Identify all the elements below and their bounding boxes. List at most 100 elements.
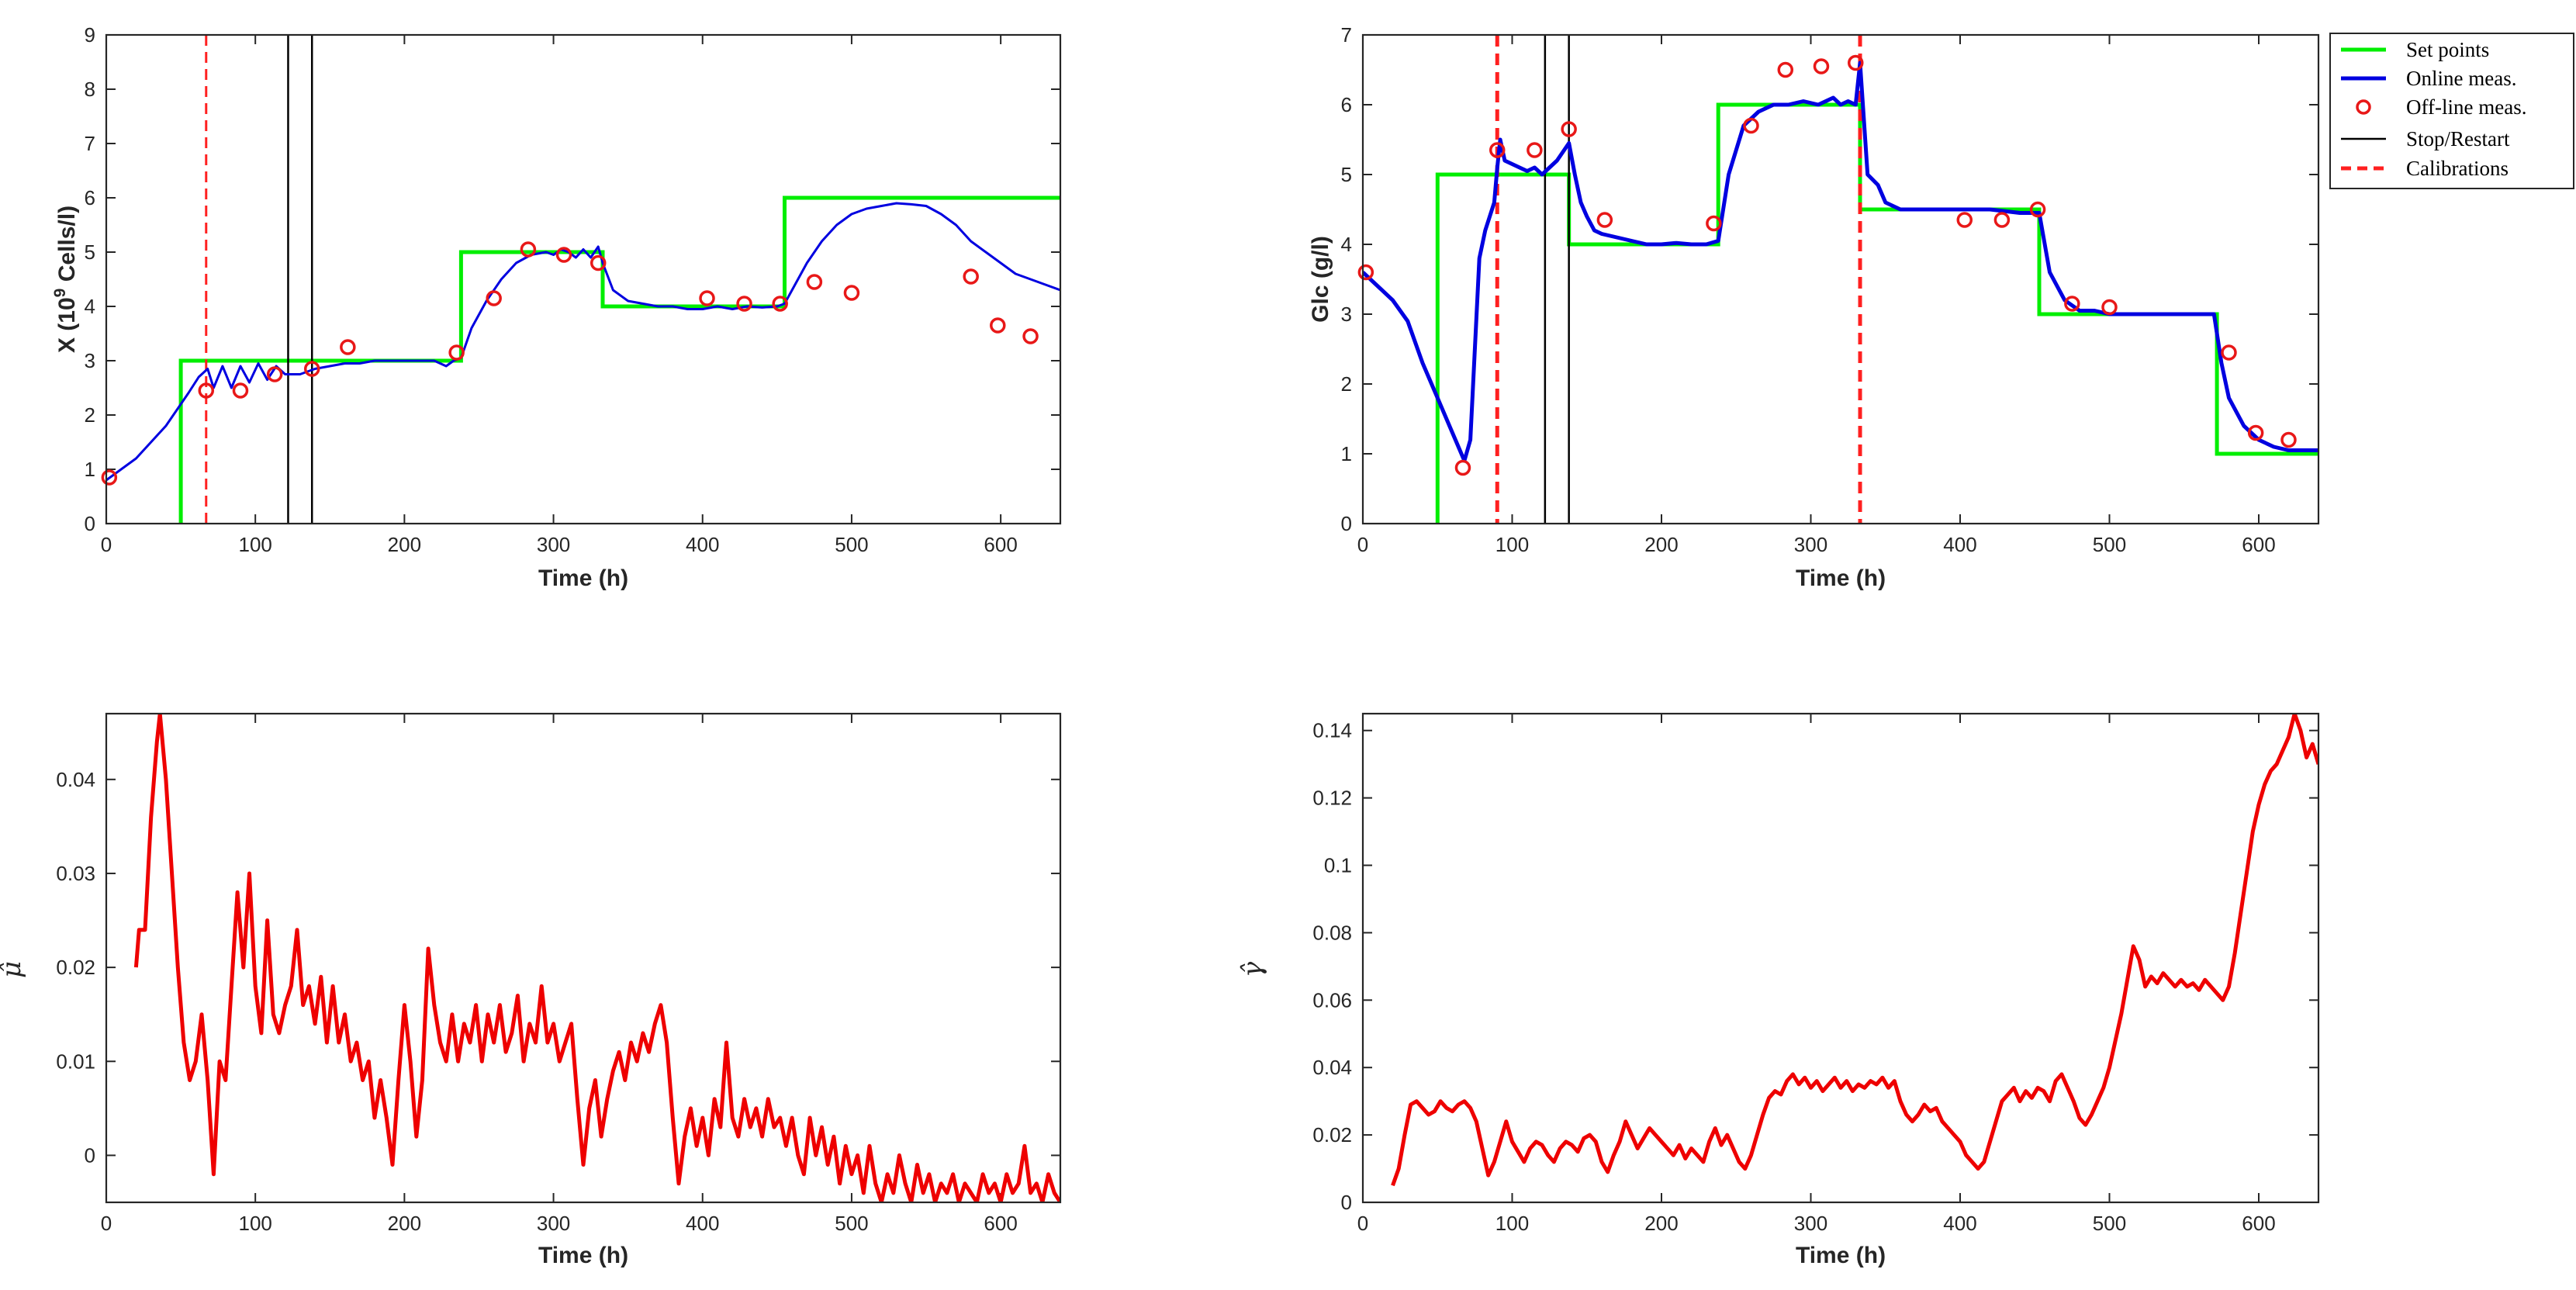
- mu-ytick-label: 0.01: [56, 1050, 95, 1073]
- glc-chart-frame: [1361, 33, 2320, 525]
- legend-label-online: Online meas.: [2406, 67, 2516, 90]
- glc-offline-point: [2064, 296, 2080, 312]
- glc-xtick-label: 600: [2242, 533, 2275, 556]
- mu-xtick-label: 400: [686, 1212, 719, 1235]
- x-offline-point: [101, 469, 118, 486]
- gamma-xtick-label: 100: [1495, 1212, 1529, 1235]
- mu-chart-series: [133, 714, 1060, 1202]
- gamma-chart-xlabel: Time (h): [1796, 1243, 1886, 1268]
- x-offline-point: [590, 254, 607, 271]
- glc-offline-point: [1489, 142, 1506, 158]
- gamma-chart-ticks: 0 100 200 300 400 500 600 0 0.02 0.04 0.06 0.08 0.1 0…: [1312, 714, 2318, 1235]
- x-xtick-label: 0: [101, 533, 112, 556]
- mu-chart-ylabel: μ̂: [0, 961, 27, 978]
- glc-ytick-label: 1: [1341, 442, 1352, 465]
- x-ytick-label: 5: [85, 240, 95, 264]
- x-ytick-label: 0: [85, 512, 95, 535]
- x-setpoint-line: [178, 195, 1060, 524]
- glc-offline-point: [1454, 459, 1471, 476]
- glc-offline-point: [1777, 61, 1794, 78]
- gamma-chart-frame: [1361, 712, 2320, 1204]
- x-ytick-label: 3: [85, 349, 95, 372]
- x-offline-point: [486, 290, 502, 306]
- mu-xtick-label: 300: [537, 1212, 570, 1235]
- glc-offline-point: [1993, 212, 2011, 228]
- legend-label-offline: Off-line meas.: [2406, 95, 2526, 119]
- mu-ytick-label: 0.04: [56, 768, 95, 791]
- x-offline-point: [340, 339, 356, 355]
- x-ytick-label: 9: [85, 23, 95, 47]
- glc-offline-point: [1527, 142, 1543, 158]
- gamma-ytick-label: 0.02: [1312, 1123, 1352, 1146]
- glc-xtick-label: 200: [1644, 533, 1678, 556]
- x-ytick-label: 6: [85, 186, 95, 209]
- gamma-ytick-label: 0.12: [1312, 787, 1352, 810]
- glc-offline-point: [1706, 215, 1722, 232]
- x-xtick-label: 200: [388, 533, 421, 556]
- x-offline-point: [736, 296, 752, 312]
- x-ytick-label: 7: [85, 132, 95, 155]
- glc-xtick-label: 100: [1495, 533, 1529, 556]
- x-xtick-label: 100: [238, 533, 271, 556]
- glc-offline-point: [2101, 299, 2118, 316]
- x-xtick-label: 600: [984, 533, 1017, 556]
- legend-swatch-offline: [2356, 99, 2371, 115]
- mu-plot-area: [133, 714, 1060, 1202]
- glc-ytick-label: 7: [1341, 23, 1352, 47]
- x-offline-point: [699, 290, 715, 306]
- glc-ytick-label: 6: [1341, 93, 1352, 116]
- glc-offline-point: [1596, 212, 1613, 228]
- x-offline-point: [520, 241, 537, 258]
- gamma-xtick-label: 200: [1644, 1212, 1678, 1235]
- mu-ytick-label: 0: [85, 1143, 95, 1167]
- x-xtick-label: 300: [537, 533, 570, 556]
- legend-label-calibrations: Calibrations: [2406, 157, 2509, 180]
- chart-growth-rate: 0 100 200 300 400 500 600 0 0.01 0.02 0.03 0.04 Tim…: [0, 712, 1062, 1268]
- glc-chart-ticks: 0 100 200 300 400 500 600 0 1 2 3 4 5 6 7: [1341, 23, 2318, 556]
- glc-chart-xlabel: Time (h): [1796, 565, 1886, 591]
- legend-box: [2329, 33, 2574, 189]
- mu-xtick-label: 600: [984, 1212, 1017, 1235]
- mu-chart-ticks: 0 100 200 300 400 500 600 0 0.01 0.02 0.03 0.04: [56, 714, 1060, 1235]
- x-offline-point: [1022, 328, 1039, 344]
- gamma-xtick-label: 500: [2093, 1212, 2126, 1235]
- x-offline-point: [266, 366, 283, 382]
- glc-offline-point: [1357, 264, 1374, 281]
- x-offline-point: [843, 285, 860, 301]
- chart-glucose: 0 100 200 300 400 500 600 0 1 2 3 4 5 6 7 Time (h) Glc…: [1308, 23, 2574, 591]
- glc-ytick-label: 0: [1341, 512, 1352, 535]
- chart-cell-concentration: 0 100 200 300 400 500 600 0 1 2 3 4 5 6 7 8 9 Time (h) X…: [51, 23, 1062, 591]
- glc-offline-point: [1743, 117, 1759, 134]
- x-ytick-label: 8: [85, 78, 95, 101]
- glc-offline-point: [1813, 58, 1830, 74]
- gamma-xtick-label: 600: [2242, 1212, 2275, 1235]
- gamma-ytick-label: 0.04: [1312, 1056, 1352, 1079]
- glc-offline-point: [2280, 431, 2297, 448]
- legend-label-stop: Stop/Restart: [2406, 127, 2510, 150]
- glc-ytick-label: 2: [1341, 372, 1352, 396]
- gamma-chart-series: [1391, 714, 2318, 1187]
- x-chart-frame: [105, 33, 1062, 525]
- glc-offline-point: [1561, 121, 1577, 137]
- glc-ytick-label: 3: [1341, 303, 1352, 326]
- glc-ytick-label: 4: [1341, 233, 1352, 256]
- x-offline-point: [806, 274, 823, 290]
- legend: Set points Online meas. Off-line meas. S…: [2329, 33, 2574, 189]
- x-chart-ticks: 0 100 200 300 400 500 600 0 1 2 3 4 5 6 7 8 9: [85, 23, 1060, 556]
- gamma-ytick-label: 0: [1341, 1191, 1352, 1214]
- x-xtick-label: 400: [686, 533, 719, 556]
- x-xtick-label: 500: [835, 533, 868, 556]
- mu-xtick-label: 0: [101, 1212, 112, 1235]
- glc-offline-point: [2029, 201, 2046, 218]
- glc-chart-ylabel: Glc (g/l): [1308, 236, 1333, 323]
- glc-offline-point: [1956, 212, 1973, 228]
- x-ytick-label: 4: [85, 295, 95, 318]
- legend-label-setpoints: Set points: [2406, 38, 2489, 61]
- gamma-ytick-label: 0.06: [1312, 988, 1352, 1012]
- chart-gamma: 0 100 200 300 400 500 600 0 0.02 0.04 0.06 0.08 0.1 0…: [1237, 712, 2320, 1268]
- glc-offline-point: [2221, 344, 2237, 361]
- mu-xtick-label: 100: [238, 1212, 271, 1235]
- gamma-xtick-label: 400: [1943, 1212, 1976, 1235]
- glc-offline-point: [2247, 424, 2264, 441]
